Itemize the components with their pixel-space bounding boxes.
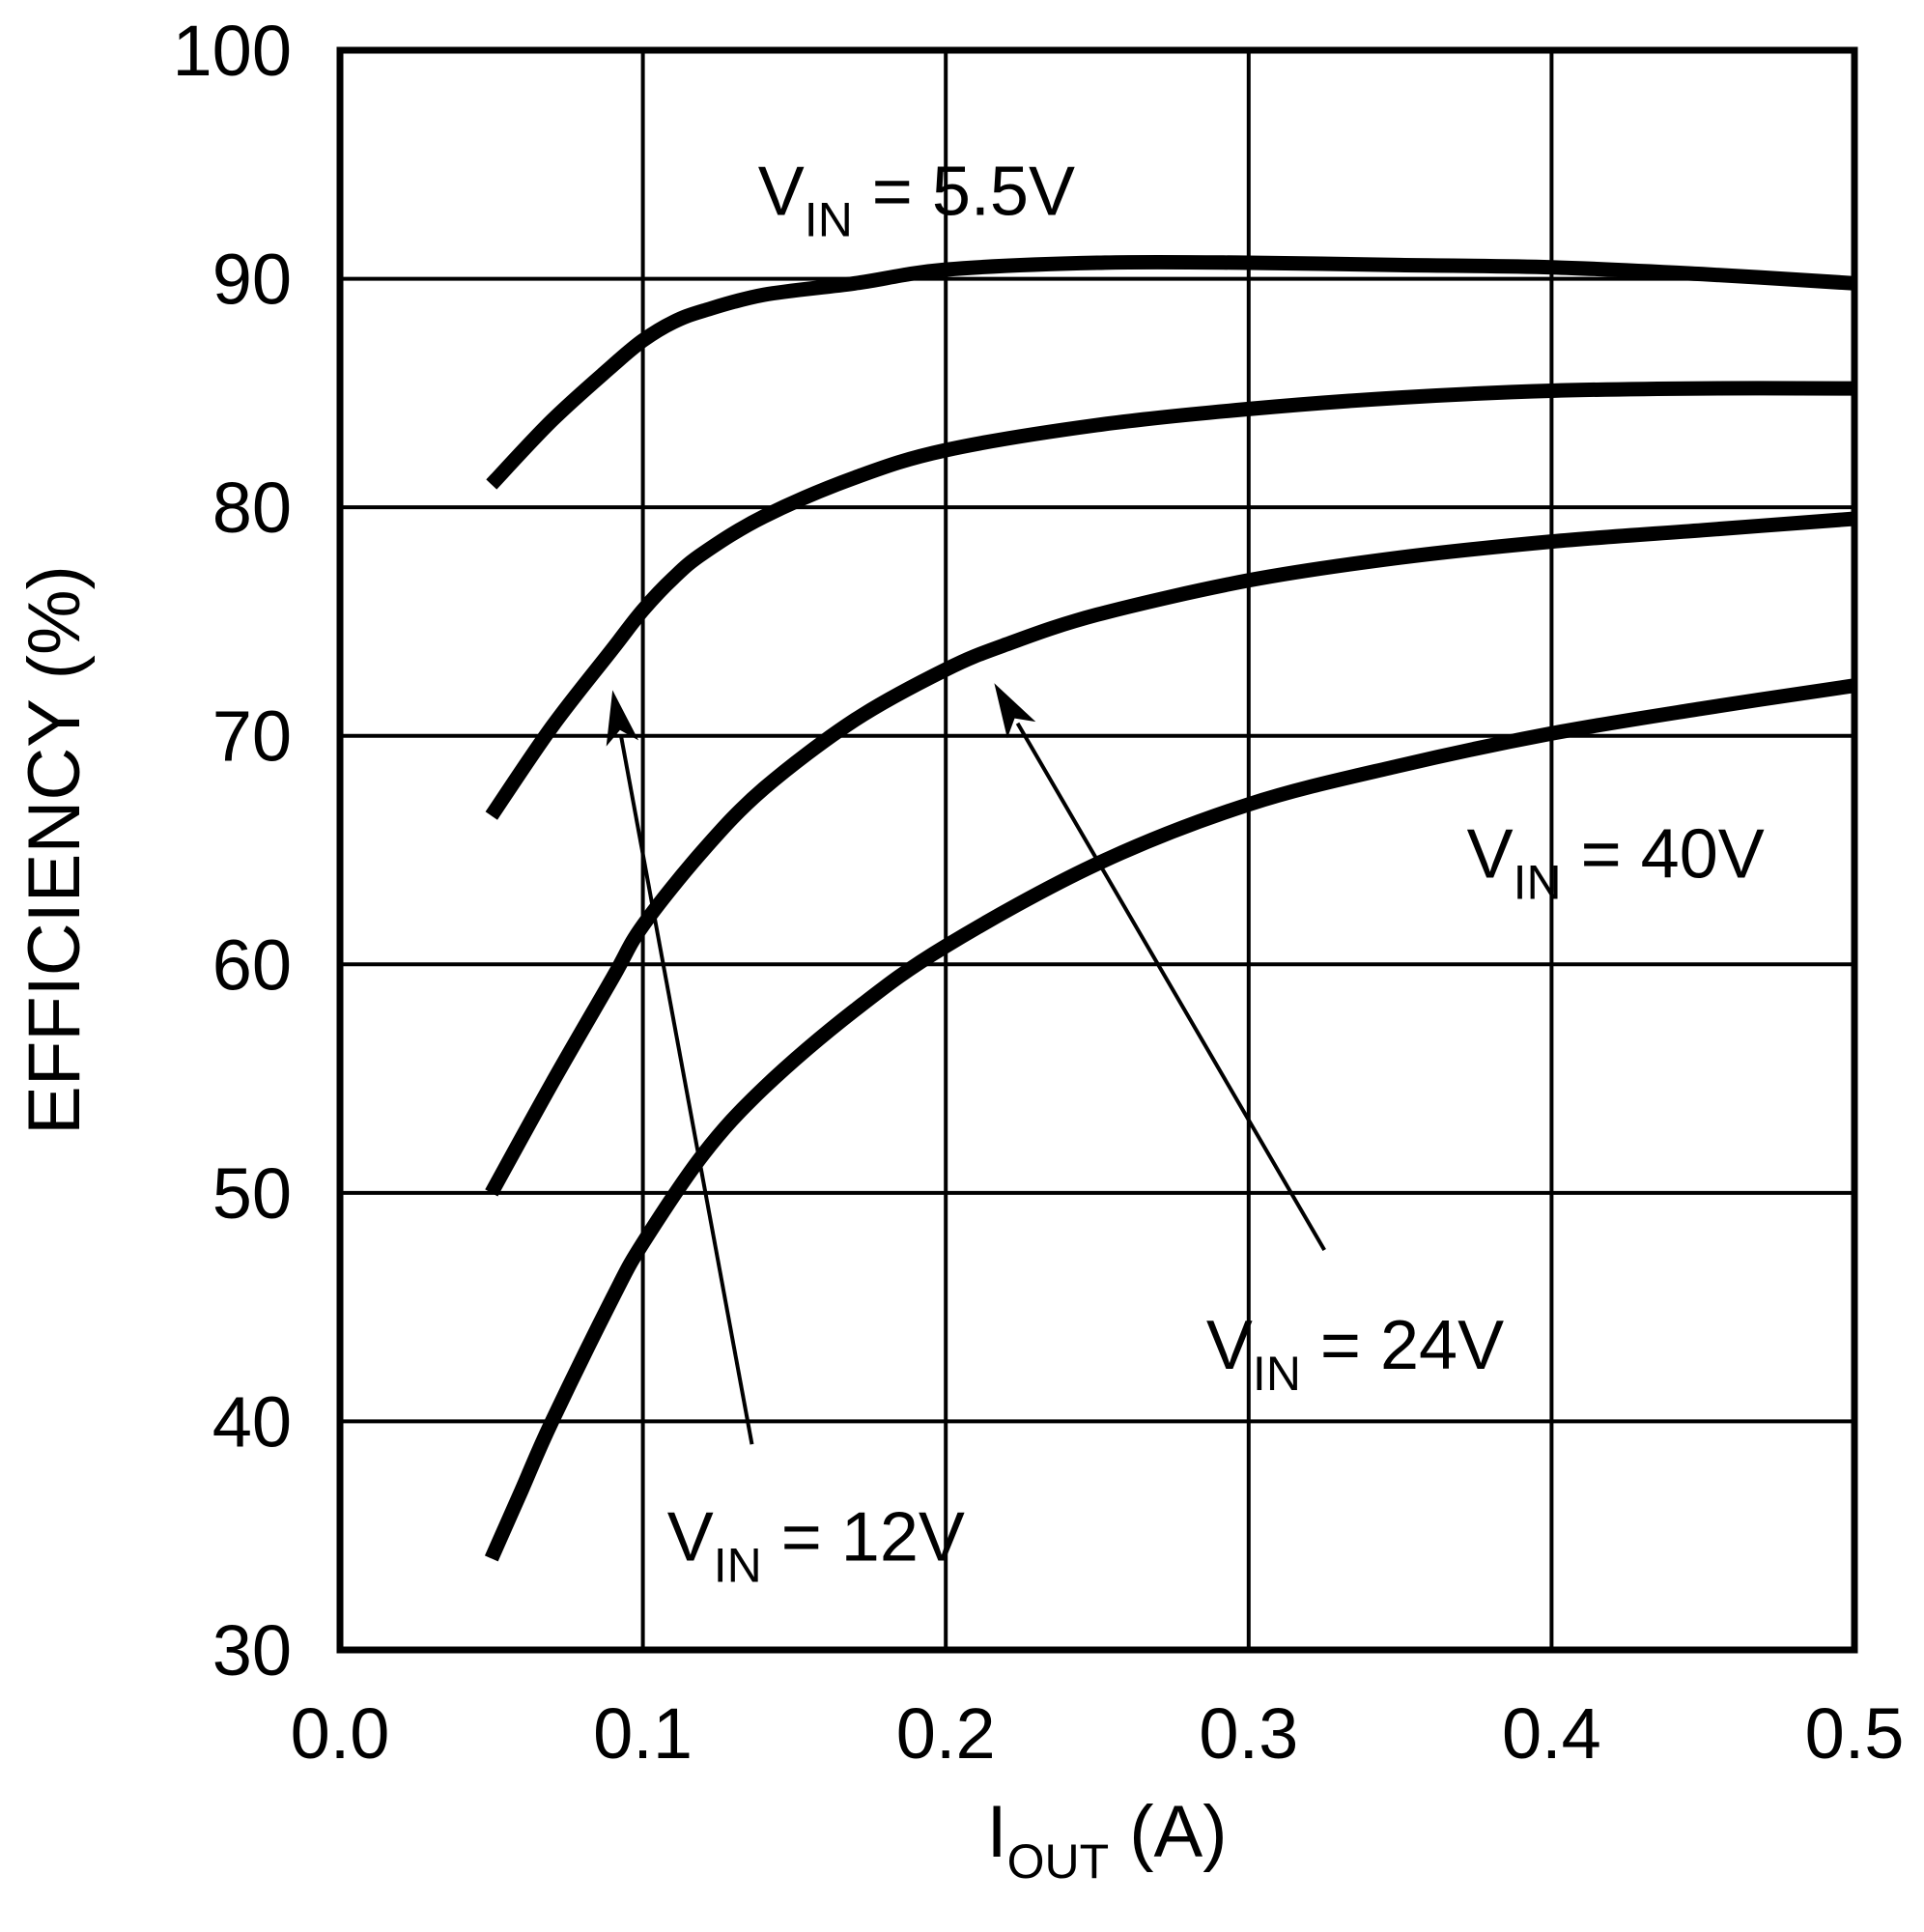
y-tick-label-4: 70: [212, 696, 292, 777]
y-tick-label-5: 80: [212, 468, 292, 548]
y-axis-label: EFFICIENCY (%): [14, 565, 96, 1135]
series-line-v12: [485, 381, 1855, 820]
arrowhead-v24: [994, 683, 1036, 739]
x-tick-label-5: 0.5: [1805, 1693, 1905, 1774]
series-annotation-v55: VIN = 5.5V: [758, 153, 1075, 246]
plot-frame: [336, 46, 1858, 1654]
series-line-v55: [486, 254, 1855, 490]
y-tick-label-6: 90: [212, 240, 292, 320]
leader-line-v12: [618, 735, 754, 1445]
x-tick-label-0: 0.0: [291, 1693, 390, 1774]
series-line-v24: [485, 511, 1855, 1197]
x-axis-label: IOUT (A): [986, 1791, 1227, 1889]
series-annotations: VIN = 5.5V VIN = 40V VIN = 24V VIN = 12V: [667, 153, 1765, 1592]
series-lines: [484, 254, 1856, 1562]
x-tick-label-2: 0.2: [896, 1693, 996, 1774]
x-tick-label-4: 0.4: [1502, 1693, 1601, 1774]
arrowhead-v12: [606, 690, 639, 747]
y-tick-label-2: 50: [212, 1153, 292, 1234]
y-tick-label-3: 60: [212, 924, 292, 1005]
series-annotation-v12: VIN = 12V: [667, 1499, 965, 1593]
series-annotation-v40: VIN = 40V: [1467, 815, 1765, 909]
y-tick-labels: 30 40 50 60 70 80 90 100: [173, 11, 292, 1690]
leader-line-v24: [1015, 722, 1326, 1252]
y-tick-label-0: 30: [212, 1610, 292, 1690]
annotation-arrows: [606, 683, 1326, 1445]
y-tick-label-1: 40: [212, 1381, 292, 1462]
series-annotation-v24: VIN = 24V: [1206, 1307, 1504, 1401]
y-tick-label-7: 100: [173, 11, 292, 91]
series-line-v40: [484, 678, 1856, 1562]
x-tick-label-1: 0.1: [593, 1693, 693, 1774]
x-tick-labels: 0.0 0.1 0.2 0.3 0.4 0.5: [291, 1693, 1905, 1774]
x-tick-label-3: 0.3: [1199, 1693, 1298, 1774]
